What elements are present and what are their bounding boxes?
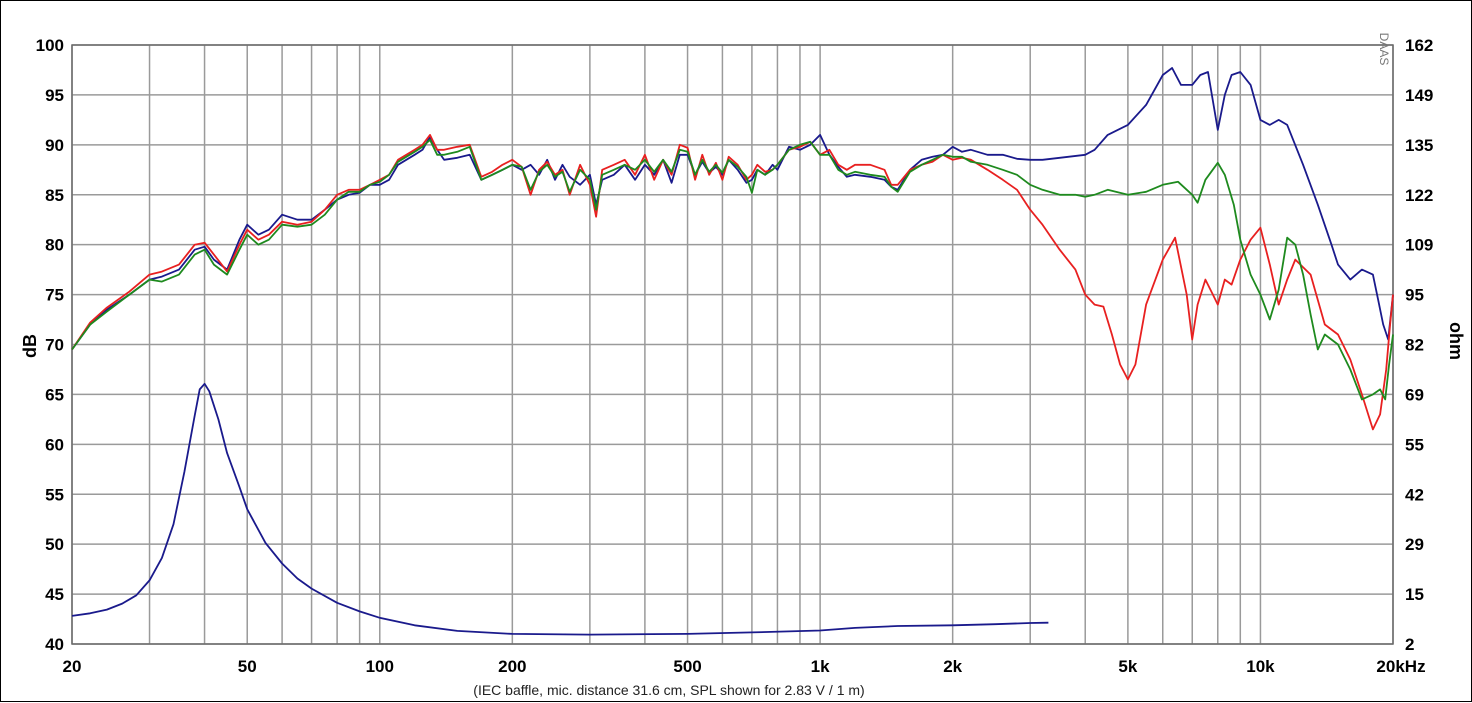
y-tick-label: 70 (45, 336, 64, 355)
y-tick-label: 65 (45, 385, 64, 404)
axis-labels: 20 50 100 200 500 1k 2k 5k 10k 20kHz 100 95 90 85 80 75… (36, 36, 1434, 676)
y2-tick-label: 149 (1405, 86, 1433, 105)
y2-tick-label: 82 (1405, 336, 1424, 355)
y-axis-title-left: dB (20, 334, 40, 358)
chart-annotation: (IEC baffle, mic. distance 31.6 cm, SPL … (473, 682, 864, 698)
series-line-4 (71, 382, 1049, 636)
series-line-3 (71, 138, 1394, 401)
x-tick-label: 2k (943, 657, 962, 676)
y-tick-label: 60 (45, 435, 64, 454)
x-tick-label: 50 (238, 657, 257, 676)
y-tick-label: 80 (45, 236, 64, 255)
y2-tick-label: 69 (1405, 385, 1424, 404)
plot-border (71, 44, 1394, 645)
y2-tick-label: 135 (1405, 136, 1433, 155)
y2-tick-label: 55 (1405, 435, 1424, 454)
y-tick-label: 85 (45, 186, 64, 205)
x-tick-label: 10k (1246, 657, 1275, 676)
y-tick-label: 95 (45, 86, 64, 105)
y2-tick-label: 42 (1405, 485, 1424, 504)
series-line-1 (71, 67, 1394, 351)
grid-lines (71, 44, 1394, 645)
x-tick-label: 20kHz (1376, 657, 1425, 676)
y-tick-label: 45 (45, 585, 64, 604)
y2-tick-label: 162 (1405, 36, 1433, 55)
y2-tick-label: 109 (1405, 236, 1433, 255)
y2-tick-label: 2 (1405, 635, 1414, 654)
y-tick-label: 50 (45, 535, 64, 554)
y-tick-label: 40 (45, 635, 64, 654)
y-axis-title-right: ohm (1446, 322, 1466, 360)
x-tick-label: 5k (1118, 657, 1137, 676)
y-tick-label: 75 (45, 286, 64, 305)
x-tick-label: 1k (811, 657, 830, 676)
y2-tick-label: 122 (1405, 186, 1433, 205)
x-tick-label: 100 (366, 657, 394, 676)
x-tick-label: 500 (673, 657, 701, 676)
y2-tick-label: 95 (1405, 286, 1424, 305)
y-tick-label: 55 (45, 485, 64, 504)
y-tick-label: 100 (36, 36, 64, 55)
y2-tick-label: 15 (1405, 585, 1424, 604)
series-lines (71, 67, 1394, 636)
y2-tick-label: 29 (1405, 535, 1424, 554)
x-tick-label: 20 (63, 657, 82, 676)
x-tick-label: 200 (498, 657, 526, 676)
watermark-text: DAAS (1377, 33, 1391, 66)
y-tick-label: 90 (45, 136, 64, 155)
